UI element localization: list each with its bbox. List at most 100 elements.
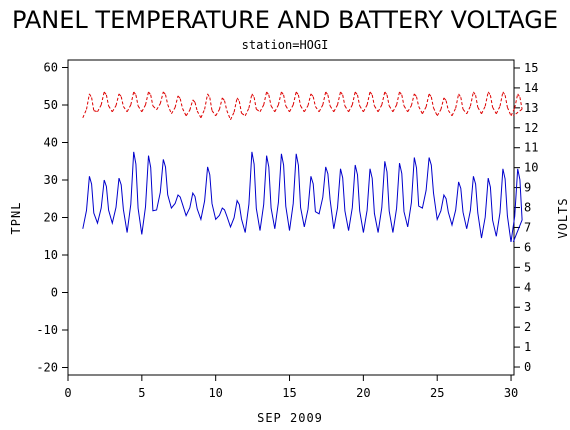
voltage-segment	[396, 91, 400, 106]
right-tick-label: 10	[524, 161, 538, 175]
voltage-segment	[194, 102, 198, 112]
voltage-segment	[362, 104, 368, 113]
chart-title: PANEL TEMPERATURE AND BATTERY VOLTAGE	[12, 6, 558, 34]
x-tick-label: 0	[64, 386, 71, 400]
voltage-segment	[492, 107, 497, 115]
voltage-segment	[215, 109, 220, 117]
voltage-segment	[428, 93, 432, 98]
right-tick-label: 7	[524, 220, 531, 234]
voltage-segment	[359, 105, 364, 113]
voltage-segment	[487, 91, 491, 96]
voltage-segment	[100, 91, 105, 106]
voltage-segment	[455, 93, 460, 109]
voltage-segment	[340, 91, 344, 96]
voltage-segment	[475, 95, 479, 108]
right-tick-label: 3	[524, 300, 531, 314]
voltage-segment	[137, 105, 143, 113]
voltage-segment	[466, 105, 471, 115]
voltage-segment	[440, 97, 445, 110]
temperature-series-line	[82, 151, 523, 243]
voltage-segment	[174, 95, 179, 108]
voltage-segment	[192, 99, 196, 103]
right-tick-label: 0	[524, 360, 531, 374]
voltage-segment	[388, 105, 394, 113]
voltage-segment	[399, 91, 403, 96]
voltage-segment	[118, 93, 122, 97]
voltage-segment	[443, 97, 447, 101]
voltage-segment	[91, 97, 95, 111]
voltage-segment	[233, 97, 238, 113]
right-tick-label: 11	[524, 141, 538, 155]
left-tick-label: 10	[44, 248, 58, 262]
voltage-segment	[120, 96, 124, 107]
voltage-segment	[351, 91, 356, 106]
voltage-segment	[177, 95, 181, 99]
voltage-segment	[314, 106, 320, 113]
voltage-segment	[447, 110, 453, 117]
voltage-segment	[283, 94, 287, 106]
voltage-segment	[512, 108, 523, 117]
voltage-segment	[97, 104, 102, 113]
voltage-segment	[148, 91, 152, 96]
voltage-segment	[238, 101, 242, 114]
x-axis-label: SEP 2009	[257, 411, 323, 425]
x-axis: 0 5 10 15 20 25 30	[64, 375, 518, 400]
voltage-segment	[327, 94, 331, 106]
x-tick-label: 20	[356, 386, 370, 400]
voltage-segment	[458, 93, 462, 98]
voltage-segment	[266, 91, 270, 96]
voltage-segment	[165, 94, 169, 105]
voltage-segment	[469, 91, 474, 107]
voltage-segment	[244, 107, 250, 117]
voltage-segment	[342, 94, 346, 106]
left-tick-label: 0	[51, 286, 58, 300]
voltage-segment	[430, 96, 434, 108]
voltage-segment	[377, 104, 383, 113]
left-tick-label: 30	[44, 173, 58, 187]
voltage-segment	[209, 97, 213, 111]
voltage-segment	[373, 105, 379, 113]
voltage-segment	[111, 105, 117, 113]
voltage-segment	[418, 106, 423, 115]
left-axis-label: TPNL	[9, 202, 23, 235]
voltage-segment	[86, 93, 90, 110]
voltage-segment	[295, 91, 299, 96]
voltage-segment	[325, 91, 329, 96]
voltage-segment	[322, 91, 327, 106]
voltage-segment	[133, 91, 137, 96]
voltage-segment	[514, 93, 519, 109]
voltage-segment	[108, 105, 113, 113]
voltage-segment	[386, 94, 390, 106]
voltage-segment	[318, 104, 324, 113]
voltage-segment	[407, 105, 412, 113]
voltage-segment	[413, 93, 417, 97]
left-tick-label: 20	[44, 211, 58, 225]
voltage-segment	[392, 104, 398, 113]
voltage-segment	[451, 107, 457, 117]
voltage-segment	[105, 94, 110, 106]
right-tick-label: 14	[524, 81, 538, 95]
voltage-segment	[141, 104, 146, 113]
x-tick-label: 15	[282, 386, 296, 400]
voltage-segment	[145, 91, 149, 106]
right-tick-label: 13	[524, 101, 538, 115]
voltage-segment	[460, 97, 464, 110]
x-tick-label: 30	[504, 386, 518, 400]
voltage-segment	[354, 91, 358, 96]
voltage-segment	[221, 97, 225, 101]
right-axis-label: VOLTS	[556, 197, 570, 238]
voltage-segment	[384, 91, 388, 96]
voltage-segment	[502, 91, 506, 96]
right-tick-label: 4	[524, 280, 531, 294]
voltage-segment	[251, 93, 255, 98]
voltage-segment	[329, 105, 335, 113]
voltage-segment	[263, 91, 268, 106]
voltage-segment	[196, 110, 202, 119]
voltage-segment	[436, 109, 442, 117]
voltage-segment	[312, 96, 316, 107]
x-tick-label: 25	[430, 386, 444, 400]
voltage-segment	[371, 94, 375, 106]
voltage-segment	[344, 105, 350, 113]
left-tick-label: -20	[36, 361, 58, 375]
